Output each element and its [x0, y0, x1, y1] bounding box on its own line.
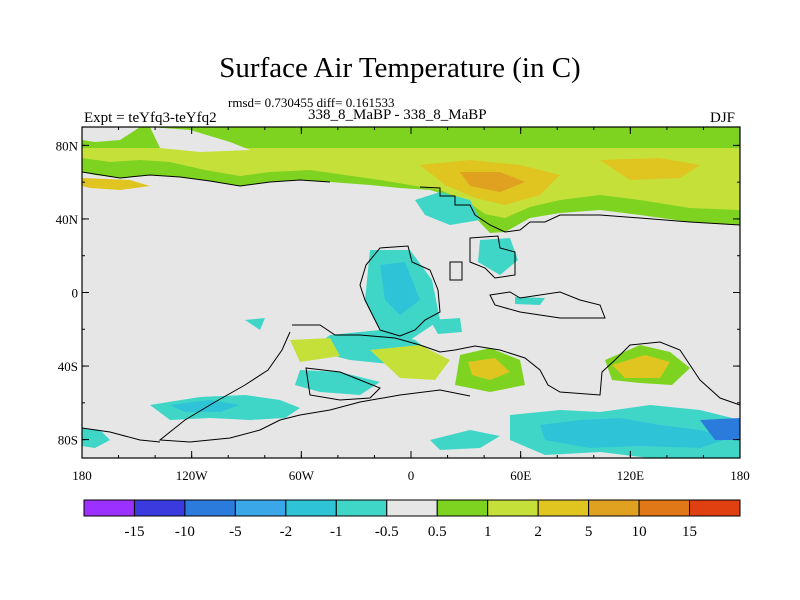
coastlines — [82, 171, 740, 443]
colorbar-label: -0.5 — [375, 524, 399, 540]
arctic-warm-band — [82, 127, 740, 233]
x-tick-label: 180 — [730, 468, 750, 483]
y-tick-label: 40N — [56, 212, 79, 227]
colorbar-label: -5 — [229, 524, 242, 540]
colorbar-label: 2 — [534, 524, 542, 540]
season-label: DJF — [710, 110, 736, 126]
x-axis: 180 120W 60W 0 60E 120E 180 — [72, 127, 750, 483]
x-tick-label: 120W — [176, 468, 209, 483]
colorbar-label: 1 — [484, 524, 492, 540]
colorbar-swatch — [184, 499, 236, 517]
colorbar-swatch — [689, 499, 741, 517]
y-axis: 80N 40N 0 40S 80S — [56, 138, 740, 448]
colorbar-swatch — [133, 499, 186, 517]
y-tick-label: 40S — [58, 359, 78, 374]
colorbar-swatch — [285, 499, 337, 517]
colorbar-swatch — [588, 499, 640, 517]
x-tick-label: 120E — [617, 468, 645, 483]
colorbar-label: -10 — [175, 524, 195, 540]
y-tick-label: 80S — [58, 433, 78, 448]
x-tick-label: 180 — [72, 468, 92, 483]
colorbar: -15 -10 -5 -2 -1 -0.5 0.5 1 2 5 10 15 — [83, 499, 741, 540]
runs-label: 338_8_MaBP - 338_8_MaBP — [308, 107, 487, 123]
stats-line: rmsd= 0.730455 diff= 0.161533 — [228, 95, 395, 110]
colorbar-label: 15 — [682, 524, 697, 540]
colorbar-swatch — [83, 499, 135, 517]
colorbar-swatch — [335, 499, 388, 517]
colorbar-label: 10 — [632, 524, 647, 540]
colorbar-label: -2 — [280, 524, 293, 540]
colorbar-swatch — [638, 499, 691, 517]
y-tick-label: 80N — [56, 138, 79, 153]
colorbar-label: -1 — [330, 524, 343, 540]
colorbar-label: 0.5 — [428, 524, 447, 540]
temperature-map — [82, 127, 740, 458]
colorbar-swatch — [537, 499, 590, 517]
x-tick-label: 0 — [408, 468, 415, 483]
colorbar-label: 5 — [585, 524, 593, 540]
colorbar-label: -15 — [124, 524, 144, 540]
colorbar-swatch — [487, 499, 539, 517]
colorbar-swatch — [386, 499, 438, 517]
colorbar-swatch — [436, 499, 489, 517]
x-tick-label: 60W — [289, 468, 315, 483]
experiment-label: Expt = teYfq3-teYfq2 — [84, 110, 217, 126]
colorbar-swatch — [234, 499, 287, 517]
chart-title: Surface Air Temperature (in C) — [219, 52, 581, 84]
midlatitude-anomalies — [245, 192, 690, 395]
x-tick-label: 60E — [510, 468, 531, 483]
y-tick-label: 0 — [72, 286, 79, 301]
south-continent-anomalies — [82, 395, 740, 458]
